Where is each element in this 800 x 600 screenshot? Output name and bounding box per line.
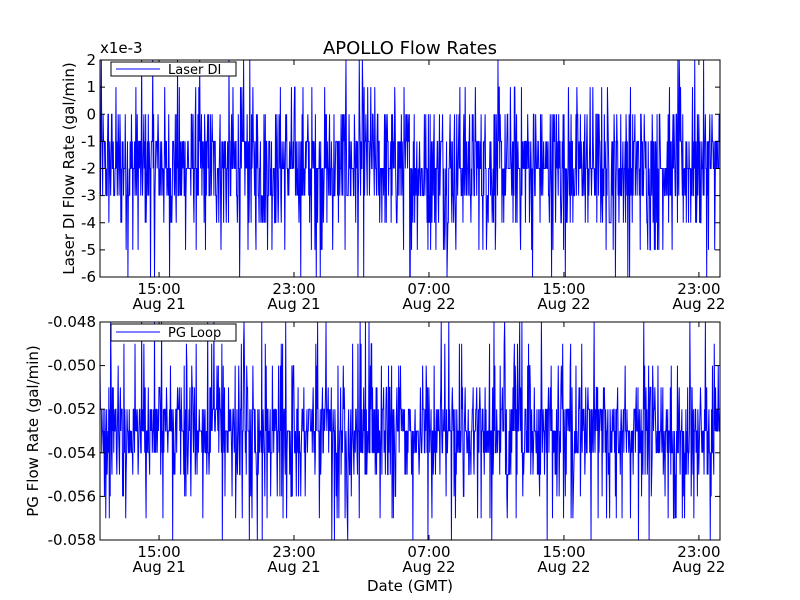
bottom-legend: PG Loop	[110, 323, 237, 342]
x-tick-date-label: Aug 22	[402, 295, 455, 313]
top-legend-label: Laser DI	[168, 63, 221, 78]
y-tick-label: 1	[86, 78, 96, 96]
x-tick-date-label: Aug 21	[132, 558, 185, 576]
x-tick-date-label: Aug 22	[672, 295, 725, 313]
laser-di-series-group	[100, 60, 720, 277]
y-tick-label: -5	[81, 241, 96, 259]
x-tick-time-label: 15:00	[137, 543, 180, 561]
x-axis-label: Date (GMT)	[367, 577, 453, 595]
x-tick-date-label: Aug 22	[537, 558, 590, 576]
pg-loop-series-group	[100, 322, 720, 540]
bottom-subplot: -0.058 -0.056 -0.054 -0.052 -0.050 -0.048 15:…	[24, 313, 725, 576]
x-tick-time-label: 23:00	[272, 543, 315, 561]
y-tick-label: -0.058	[48, 531, 96, 549]
x-tick-time-label: 15:00	[137, 280, 180, 298]
y-tick-label: -3	[81, 187, 96, 205]
bottom-legend-label: PG Loop	[168, 326, 221, 341]
top-y-ticks: -6 -5 -4 -3 -2 -1 0 1 2	[81, 51, 720, 286]
y-tick-label: -0.048	[48, 313, 96, 331]
bottom-y-ticks: -0.058 -0.056 -0.054 -0.052 -0.050 -0.048	[48, 313, 720, 549]
top-y-axis-label: Laser DI Flow Rate (gal/min)	[60, 62, 78, 274]
bottom-y-axis-label: PG Flow Rate (gal/min)	[24, 345, 42, 517]
x-tick-date-label: Aug 22	[402, 558, 455, 576]
bottom-legend-box	[110, 323, 237, 342]
top-legend-box	[110, 61, 237, 77]
x-tick-date-label: Aug 22	[537, 295, 590, 313]
x-tick-time-label: 07:00	[407, 280, 450, 298]
y-tick-label: 2	[86, 51, 96, 69]
bottom-plot-frame	[99, 321, 721, 541]
pg-loop-series-line	[100, 322, 720, 540]
x-tick-date-label: Aug 22	[672, 558, 725, 576]
y-tick-label: -6	[81, 268, 96, 286]
x-tick-date-label: Aug 21	[267, 295, 320, 313]
x-tick-date-label: Aug 21	[267, 558, 320, 576]
x-tick-time-label: 23:00	[677, 543, 720, 561]
y-tick-label: -2	[81, 160, 96, 178]
top-offset-label: x1e-3	[100, 39, 143, 57]
y-tick-label: -0.056	[48, 487, 96, 505]
y-tick-label: -0.050	[48, 357, 96, 375]
x-tick-time-label: 15:00	[542, 280, 585, 298]
chart-title: APOLLO Flow Rates	[323, 38, 497, 59]
x-tick-time-label: 07:00	[407, 543, 450, 561]
x-tick-time-label: 23:00	[677, 280, 720, 298]
y-tick-label: -1	[81, 132, 96, 150]
x-tick-time-label: 23:00	[272, 280, 315, 298]
y-tick-label: 0	[86, 105, 96, 123]
laser-di-series-line	[100, 60, 720, 277]
top-legend: Laser DI	[110, 61, 237, 78]
x-tick-date-label: Aug 21	[132, 295, 185, 313]
x-tick-time-label: 15:00	[542, 543, 585, 561]
y-tick-label: -4	[81, 214, 96, 232]
y-tick-label: -0.054	[48, 444, 96, 462]
y-tick-label: -0.052	[48, 400, 96, 418]
